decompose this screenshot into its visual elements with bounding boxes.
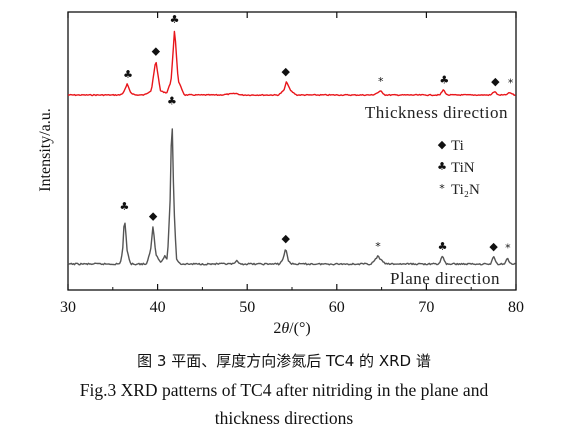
peak-marker: ◆ — [489, 240, 498, 253]
legend-label: TiN — [451, 160, 475, 176]
legend-symbol: ♣ — [437, 160, 447, 173]
legend-label: Ti₂N — [451, 182, 480, 198]
series-layer — [67, 30, 516, 266]
figure-caption-chinese: 图 3 平面、厚度方向渗氮后 TC4 的 XRD 谱 — [137, 352, 431, 370]
y-axis-title: Intensity/a.u. — [37, 108, 54, 192]
figure-caption-english-line1: Fig.3 XRD patterns of TC4 after nitridin… — [79, 380, 489, 400]
peak-marker: ◆ — [281, 232, 290, 245]
peak-marker: * — [378, 75, 384, 88]
peak-marker: ◆ — [152, 44, 161, 57]
peak-marker: ◆ — [149, 210, 158, 223]
peak-marker: ♣ — [170, 13, 180, 26]
plot-frame — [67, 11, 517, 291]
series-line-plane — [67, 128, 516, 266]
peak-marker: * — [375, 240, 381, 253]
peak-marker: * — [508, 77, 514, 90]
legend-symbol: ◆ — [438, 138, 447, 151]
x-tick-label-70: 70 — [418, 299, 434, 316]
x-tick-label-50: 50 — [239, 299, 255, 316]
xrd-figure: 30 40 50 60 70 80 Intensity/a.u. 2θ/(°) ♣ ◆ ♣ ◆ *… — [37, 11, 524, 337]
x-tick-label-60: 60 — [329, 299, 345, 316]
x-tick-label-30: 30 — [60, 299, 76, 316]
x-tick-label-40: 40 — [150, 299, 166, 316]
legend-symbol: * — [439, 182, 445, 195]
figure-caption-english-line2: thickness directions — [214, 408, 354, 428]
peak-marker: ♣ — [120, 200, 130, 213]
peak-marker: ◆ — [491, 75, 500, 88]
peak-marker-layer: ♣ ◆ ♣ ◆ * ♣ ◆ * ♣ ◆ ♣ ◆ * ♣ ◆ * — [120, 13, 514, 255]
peak-marker: ♣ — [123, 68, 133, 81]
peak-marker: * — [505, 242, 511, 255]
x-tick-label-80: 80 — [508, 299, 524, 316]
series-line-thickness — [67, 30, 516, 97]
series-label-thickness: Thickness direction — [365, 103, 508, 122]
legend: ◆ Ti ♣ TiN * Ti₂N — [437, 138, 480, 198]
x-axis: 30 40 50 60 70 80 — [60, 12, 524, 316]
x-axis-title: 2θ/(°) — [273, 320, 310, 337]
peak-marker: ♣ — [439, 74, 449, 87]
series-label-plane: Plane direction — [390, 269, 500, 288]
peak-marker: ◆ — [281, 65, 290, 78]
legend-label: Ti — [451, 138, 464, 154]
peak-marker: ♣ — [167, 94, 177, 107]
peak-marker: ♣ — [438, 240, 448, 253]
